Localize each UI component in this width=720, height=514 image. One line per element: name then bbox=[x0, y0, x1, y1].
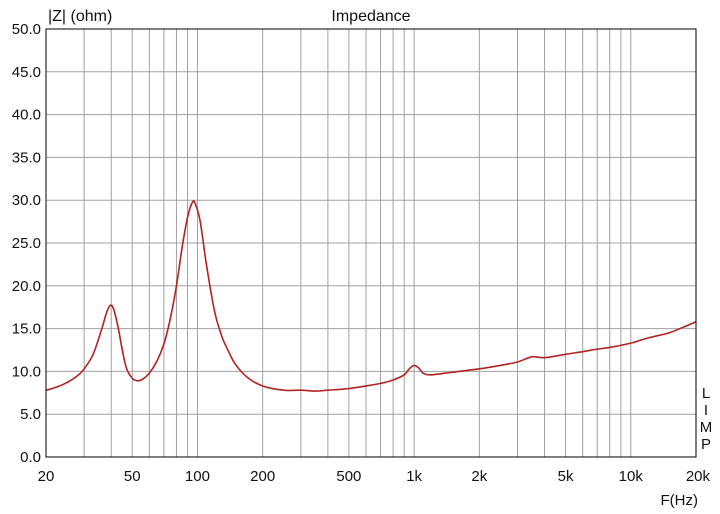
impedance-series-line bbox=[45, 200, 697, 392]
plot-frame bbox=[45, 28, 697, 458]
x-tick-label: 20k bbox=[686, 468, 711, 485]
side-label-letter: M bbox=[700, 419, 713, 436]
y-tick-labels: 0.0 5.0 10.0 15.0 20.0 25.0 30.0 35.0 40.0 45.0 50… bbox=[12, 21, 41, 466]
y-axis-label: |Z| (ohm) bbox=[48, 8, 112, 25]
x-tick-labels: 20 50 100 200 500 1k 2k 5k 10k 20k bbox=[38, 468, 711, 485]
y-tick-label: 35.0 bbox=[12, 149, 41, 166]
x-tick-label: 20 bbox=[38, 468, 55, 485]
y-tick-label: 10.0 bbox=[12, 363, 41, 380]
y-tick-label: 50.0 bbox=[12, 21, 41, 38]
side-label-letter: L bbox=[702, 385, 710, 402]
x-tick-label: 500 bbox=[336, 468, 361, 485]
grid-lines bbox=[45, 28, 697, 458]
x-axis-label: F(Hz) bbox=[661, 492, 699, 509]
x-tick-label: 5k bbox=[558, 468, 574, 485]
x-tick-label: 100 bbox=[185, 468, 210, 485]
x-tick-label: 200 bbox=[250, 468, 275, 485]
y-tick-label: 30.0 bbox=[12, 192, 41, 209]
y-tick-label: 40.0 bbox=[12, 107, 41, 124]
y-tick-label: 25.0 bbox=[12, 235, 41, 252]
x-tick-label: 2k bbox=[471, 468, 487, 485]
y-tick-label: 0.0 bbox=[20, 449, 41, 466]
y-tick-label: 20.0 bbox=[12, 278, 41, 295]
chart-title: Impedance bbox=[331, 8, 410, 25]
y-tick-label: 15.0 bbox=[12, 321, 41, 338]
x-tick-label: 10k bbox=[619, 468, 644, 485]
y-tick-label: 45.0 bbox=[12, 64, 41, 81]
x-tick-label: 1k bbox=[406, 468, 422, 485]
side-label-letter: I bbox=[704, 402, 708, 419]
side-label-letter: P bbox=[701, 436, 711, 453]
y-tick-label: 5.0 bbox=[20, 406, 41, 423]
x-tick-label: 50 bbox=[124, 468, 141, 485]
